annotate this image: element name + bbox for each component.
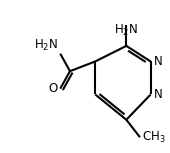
Text: CH$_3$: CH$_3$	[142, 130, 166, 145]
Text: H$_2$N: H$_2$N	[34, 38, 58, 53]
Text: N: N	[154, 88, 162, 101]
Text: O: O	[48, 82, 57, 95]
Text: N: N	[154, 55, 162, 68]
Text: H$_2$N: H$_2$N	[114, 22, 138, 38]
